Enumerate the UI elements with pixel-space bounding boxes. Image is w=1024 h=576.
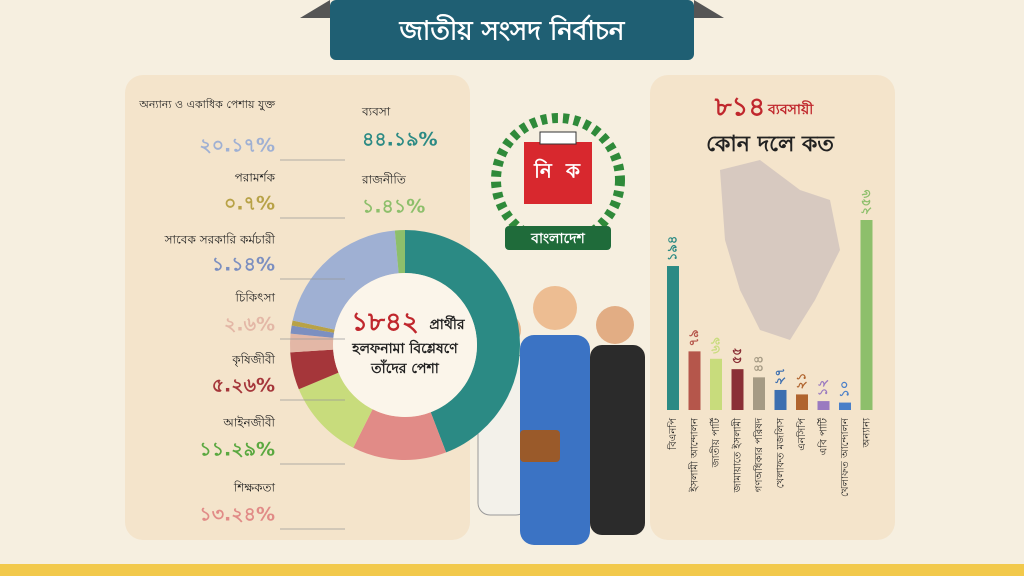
category-label: সাবেক সরকারি কর্মচারী: [164, 233, 276, 247]
bar-category-label: জামায়াতে ইসলামী: [731, 418, 744, 494]
logo-letter: নি: [533, 159, 553, 183]
value-label: ০.৭%: [224, 193, 275, 215]
bar: [774, 389, 787, 410]
bar-value-label: ১২: [816, 379, 831, 396]
bar-subtitle: কোন দলে কত: [706, 132, 835, 157]
category-label: শিক্ষকতা: [233, 481, 276, 495]
value-label: ২.৬%: [224, 314, 275, 336]
bar-category-label: অন্যান্য: [862, 417, 873, 448]
bottom-stripe: [0, 564, 1024, 576]
bar-value-label: ৭৯: [687, 329, 702, 346]
bar: [710, 358, 722, 410]
logo-letter: ক: [565, 159, 581, 183]
bar-category-label: জাতীয় পার্টি: [709, 417, 722, 468]
value-label: ১.৪১%: [362, 196, 425, 218]
bar-category-label: বিএনপি: [667, 418, 679, 451]
bar-value-label: ২৭: [773, 368, 788, 385]
category-label: অন্যান্য ও একাধিক পেশায় যুক্ত: [138, 98, 275, 111]
category-label: পরামর্শক: [235, 171, 276, 185]
logo-box: [524, 142, 592, 204]
bar-value-label: ৬৯: [709, 337, 724, 354]
category-label: আইনজীবী: [222, 416, 275, 430]
category-label: কৃষিজীবী: [231, 353, 275, 368]
donut-segment: [353, 409, 447, 460]
bar: [817, 401, 830, 410]
center-text: প্রার্থীর: [429, 315, 466, 333]
bar: [667, 266, 679, 410]
center-text: হলফনামা বিশ্লেষণে: [351, 339, 458, 357]
bar-value-label: ১০: [838, 381, 853, 398]
donut-segment: [289, 333, 334, 353]
person-head: [533, 286, 577, 330]
donut-segment: [394, 230, 405, 274]
logo-wreath: [491, 113, 625, 247]
logo-slot: [539, 131, 577, 145]
donut-segment: [291, 320, 335, 333]
donut-hole: [333, 273, 477, 417]
bar-value-label: ৫৫: [730, 347, 745, 364]
bar-category-label: এবি পার্টি: [817, 417, 830, 455]
value-label: ১.১৪%: [212, 254, 275, 276]
bar-category-label: গণঅধিকার পরিষদ: [753, 417, 765, 492]
briefcase: [520, 430, 560, 462]
bar-category-label: ইসলামী আন্দোলন: [688, 417, 701, 493]
bar-title-word: ব্যবসায়ী: [767, 100, 814, 118]
donut-segment: [290, 325, 335, 338]
header-box: [330, 0, 694, 60]
donut-segment: [292, 230, 399, 330]
people-illustration: [477, 286, 645, 545]
bar: [731, 369, 744, 410]
person-head: [596, 306, 634, 344]
bar-title-number: ৮১৪: [714, 93, 766, 123]
bar: [688, 351, 701, 410]
bar: [839, 402, 851, 410]
donut-segment: [298, 372, 373, 448]
bar-value-label: ২১: [795, 373, 810, 390]
logo-banner: [505, 226, 611, 250]
logo-label: বাংলাদেশ: [530, 231, 585, 247]
bar: [860, 220, 873, 410]
bar-value-label: ২৫৬: [859, 189, 874, 215]
value-label: ১১.২৯%: [199, 439, 275, 461]
category-label: রাজনীতি: [361, 173, 407, 187]
category-label: ব্যবসা: [361, 105, 391, 119]
value-label: ৪৪.১৯%: [362, 129, 438, 151]
bar-category-label: খেলাফত আন্দোলন: [840, 417, 851, 497]
center-text: তাঁদের পেশা: [370, 359, 440, 377]
bar: [753, 377, 765, 410]
bar: [796, 394, 808, 410]
donut-segment: [405, 230, 520, 453]
logo: নি ক বাংলাদেশ: [491, 113, 625, 250]
donut-segment: [290, 349, 339, 390]
category-label: চিকিৎসা: [234, 291, 275, 305]
center-number: ১৮৪২: [351, 308, 419, 338]
header-title: জাতীয় সংসদ নির্বাচন: [399, 14, 626, 47]
bar-category-label: খেলাফত মজলিস: [775, 418, 787, 489]
map-silhouette: [720, 160, 840, 340]
value-label: ১৩.২৪%: [199, 504, 275, 526]
value-label: ২০.১৭%: [199, 135, 275, 157]
value-label: ৫.২৬%: [212, 375, 275, 397]
person-body: [590, 345, 645, 535]
charts: ১৮৪২ প্রার্থীর হলফনামা বিশ্লেষণে তাঁদের পেশ…: [138, 93, 874, 530]
bar-value-label: ৪৪: [752, 355, 767, 372]
bar-category-label: এনসিপি: [796, 418, 808, 451]
bar-value-label: ১৯৪: [666, 236, 681, 261]
